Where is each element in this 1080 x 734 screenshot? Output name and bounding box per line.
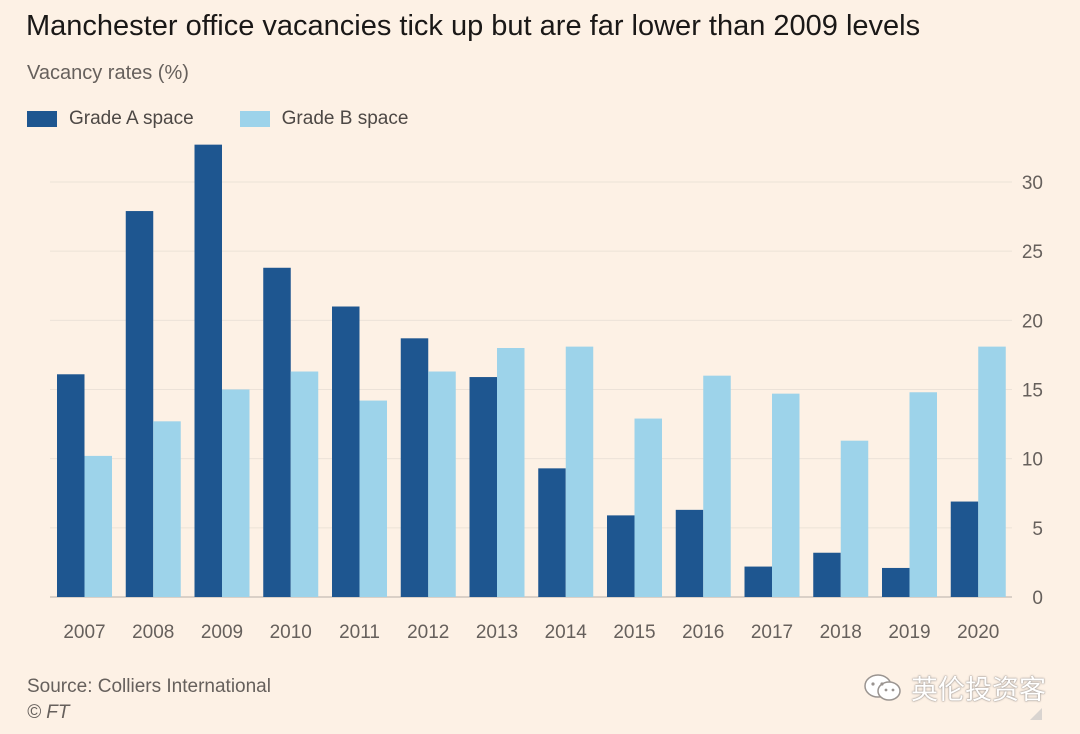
- x-tick-label: 2007: [63, 622, 105, 643]
- bar-grade-a-2011: [332, 306, 360, 597]
- bar-grade-b-2013: [497, 348, 525, 597]
- y-tick-label: 0: [1032, 588, 1043, 609]
- wechat-icon: [864, 673, 901, 701]
- legend-swatch-grade-b: [239, 111, 270, 127]
- legend-label-grade-b: Grade B space: [281, 108, 409, 129]
- bar-grade-b-2008: [153, 421, 181, 597]
- x-tick-label: 2015: [613, 622, 655, 643]
- x-tick-label: 2010: [270, 622, 312, 643]
- bar-grade-a-2014: [538, 468, 566, 597]
- legend-item-grade-a: Grade A space: [27, 108, 194, 130]
- watermark: 英伦投资客: [863, 668, 1046, 707]
- bar-grade-a-2009: [194, 144, 222, 597]
- bar-grade-b-2009: [222, 389, 250, 597]
- x-tick-label: 2019: [888, 622, 930, 643]
- y-tick-label: 25: [1022, 242, 1043, 263]
- bar-grade-a-2013: [469, 377, 497, 597]
- bar-grade-a-2007: [57, 374, 85, 597]
- x-tick-label: 2016: [682, 622, 724, 643]
- x-tick-label: 2012: [407, 622, 449, 643]
- bar-grade-a-2008: [125, 211, 154, 598]
- corner-mark: [1030, 708, 1042, 720]
- x-tick-label: 2014: [545, 622, 588, 643]
- chart-title: Manchester office vacancies tick up but …: [26, 10, 921, 42]
- y-axis-label: Vacancy rates (%): [27, 62, 189, 84]
- bar-grade-a-2017: [744, 566, 772, 597]
- bar-grade-a-2015: [607, 515, 635, 597]
- bar-grade-b-2010: [290, 371, 319, 597]
- bar-grade-b-2020: [978, 346, 1006, 597]
- x-tick-label: 2011: [339, 622, 380, 643]
- legend: Grade A space Grade B space: [27, 108, 454, 130]
- bar-grade-b-2019: [909, 392, 937, 597]
- x-tick-label: 2009: [201, 622, 243, 643]
- bar-grade-b-2011: [359, 400, 387, 597]
- y-tick-label: 30: [1022, 173, 1043, 194]
- legend-item-grade-b: Grade B space: [239, 108, 409, 130]
- bar-grade-a-2010: [263, 267, 291, 597]
- x-tick-label: 2017: [751, 622, 793, 643]
- legend-swatch-grade-a: [27, 111, 57, 127]
- bar-grade-a-2020: [950, 501, 979, 597]
- bar-grade-a-2016: [675, 509, 704, 597]
- source-note: Source: Colliers International: [27, 676, 271, 697]
- x-tick-label: 2013: [476, 622, 518, 643]
- bar-grade-b-2017: [772, 393, 800, 597]
- bar-grade-b-2015: [634, 418, 662, 597]
- bar-grade-b-2012: [428, 371, 456, 597]
- bar-grade-a-2012: [400, 338, 429, 597]
- bar-grade-b-2014: [565, 346, 594, 597]
- x-tick-label: 2020: [957, 622, 999, 643]
- y-tick-label: 5: [1032, 519, 1043, 540]
- bar-grade-a-2018: [813, 552, 841, 597]
- bar-grade-b-2007: [84, 455, 112, 597]
- legend-label-grade-a: Grade A space: [69, 108, 194, 129]
- y-tick-label: 20: [1022, 311, 1043, 332]
- watermark-text: 英伦投资客: [911, 675, 1046, 705]
- bar-grade-a-2019: [882, 567, 910, 597]
- bar-grade-b-2016: [703, 375, 731, 597]
- x-tick-label: 2018: [820, 622, 862, 643]
- y-tick-label: 10: [1022, 450, 1043, 471]
- copyright-note: © FT: [27, 702, 70, 723]
- bar-grade-b-2018: [840, 440, 869, 597]
- x-tick-label: 2008: [132, 622, 174, 643]
- y-tick-label: 15: [1022, 381, 1043, 402]
